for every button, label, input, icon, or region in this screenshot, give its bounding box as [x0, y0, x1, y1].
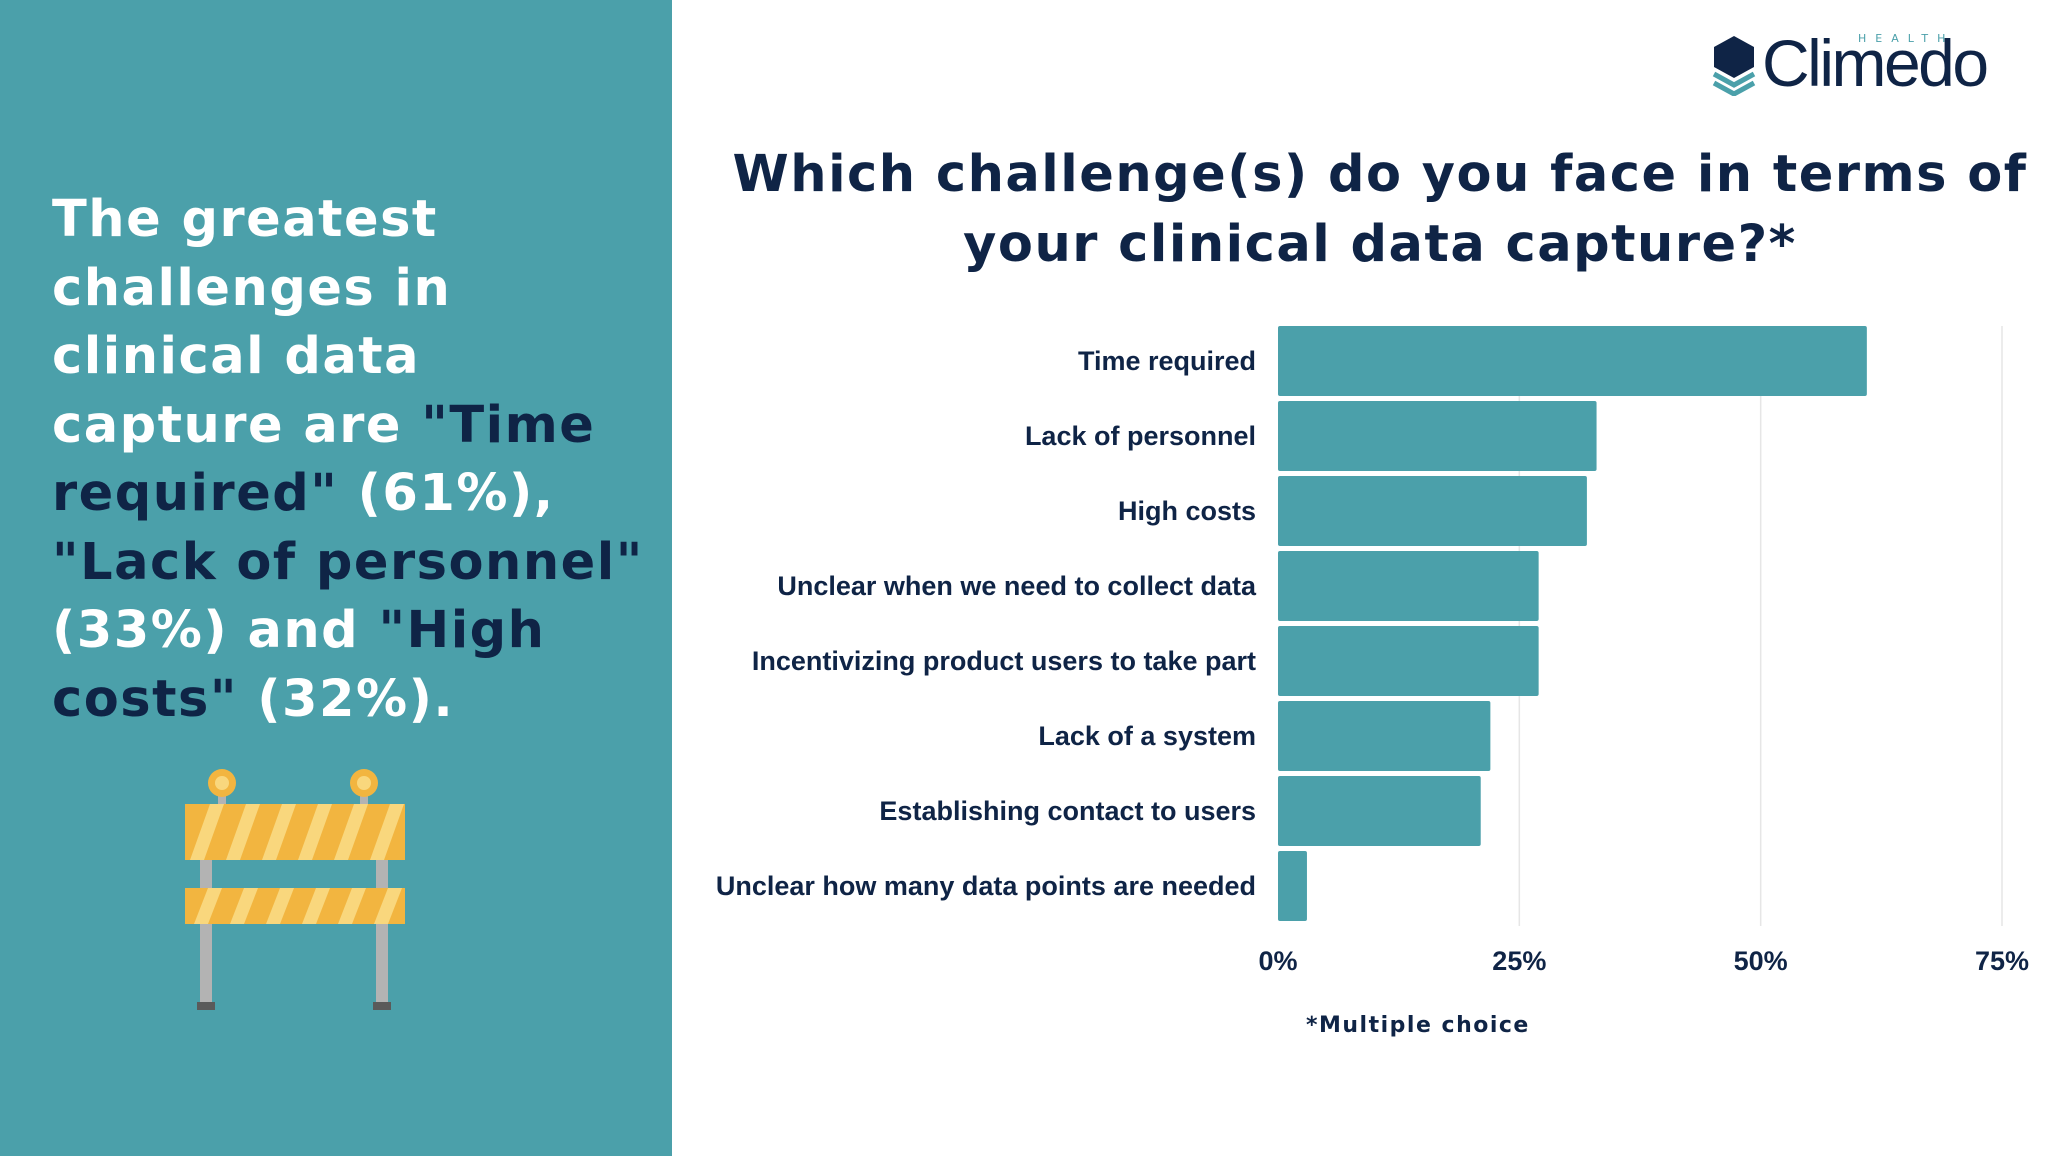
left-panel: The greatest challenges in clinical data…: [0, 0, 672, 1156]
category-label: Unclear how many data points are needed: [716, 871, 1256, 901]
bar-chart: Time required Lack of personnel High costs…: [716, 326, 2029, 976]
x-tick-label: 25%: [1492, 946, 1546, 976]
logo-subtitle: HEALTH: [1858, 32, 1955, 45]
category-label: Lack of a system: [1038, 721, 1256, 751]
summary-highlight: "High costs": [52, 601, 546, 729]
category-label: High costs: [1118, 496, 1256, 526]
summary-segment: The greatest challenges in clinical data…: [52, 190, 452, 455]
category-label: Establishing contact to users: [879, 796, 1256, 826]
category-label: Time required: [1078, 346, 1256, 376]
category-label: Unclear when we need to collect data: [777, 571, 1257, 601]
x-tick-label: 75%: [1975, 946, 2029, 976]
chart-title: Which challenge(s) do you face in terms …: [732, 145, 2028, 274]
x-tick-label: 50%: [1734, 946, 1788, 976]
summary-segment: (33%) and: [52, 601, 379, 660]
bar: [1278, 626, 1539, 696]
summary-highlight: "Lack of personnel": [52, 532, 644, 592]
footnote: *Multiple choice: [1306, 1013, 1530, 1038]
bar: [1278, 326, 1867, 396]
logo-wordmark: Climedo: [1762, 26, 1989, 100]
x-tick-label: 0%: [1258, 946, 1297, 976]
climedo-logo: Climedo HEALTH: [1710, 28, 2010, 98]
road-barrier-illustration: [185, 769, 405, 1010]
bar: [1278, 701, 1491, 771]
bar: [1278, 476, 1587, 546]
bar: [1278, 776, 1481, 846]
summary-segment: (61%),: [338, 464, 555, 523]
bar: [1278, 401, 1597, 471]
category-label: Lack of personnel: [1025, 421, 1256, 451]
bar: [1278, 851, 1307, 921]
summary-segment: (32%).: [237, 669, 455, 729]
category-label: Incentivizing product users to take part: [752, 646, 1256, 676]
climedo-logo-icon: [1712, 36, 1756, 96]
bar: [1278, 551, 1539, 621]
summary-highlight: "Time required": [52, 395, 596, 524]
summary-text: The greatest challenges in clinical data…: [52, 186, 662, 734]
